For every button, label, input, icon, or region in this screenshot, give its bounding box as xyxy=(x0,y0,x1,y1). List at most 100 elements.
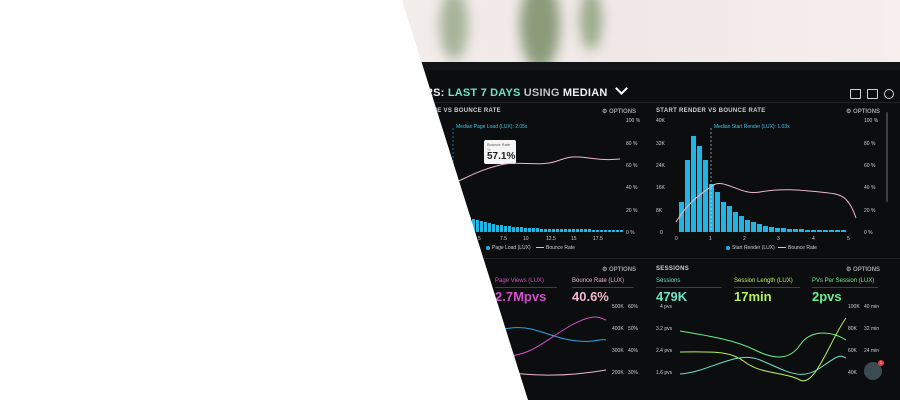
histogram-bar xyxy=(679,202,684,232)
histogram-bar xyxy=(496,225,499,232)
histogram-bar xyxy=(763,226,768,232)
x-tick: 17.5 xyxy=(593,236,603,242)
y-tick: 60% xyxy=(628,304,639,310)
right-histogram xyxy=(679,136,846,232)
histogram-bar xyxy=(829,230,834,232)
y-tick: 2.4 pvs xyxy=(656,348,673,354)
histogram-bar xyxy=(799,229,804,232)
legend-line: Bounce Rate xyxy=(778,245,817,251)
y-tick: 100 % xyxy=(626,118,641,124)
histogram-bar xyxy=(564,229,567,232)
histogram-bar xyxy=(568,229,571,232)
bounce-rate-line xyxy=(449,156,621,186)
help-icon[interactable] xyxy=(884,89,894,99)
y-tick: 32 min xyxy=(864,326,880,332)
y-tick: 8K xyxy=(656,208,663,214)
histogram-bar xyxy=(504,226,507,232)
histogram-bar xyxy=(576,229,579,232)
metric-underline xyxy=(812,287,878,288)
options-button[interactable]: OPTIONS xyxy=(602,266,636,273)
histogram-bar xyxy=(733,212,738,232)
y-tick: 16K xyxy=(656,185,665,191)
y-tick: 0 % xyxy=(626,230,635,236)
options-button[interactable]: OPTIONS xyxy=(602,108,636,115)
y-tick: 30% xyxy=(628,370,639,376)
histogram-bar xyxy=(476,220,479,232)
metric-label: Bounce Rate (LUX) xyxy=(572,278,625,284)
metric-value: 2.7Mpvs xyxy=(495,289,547,304)
top-icons xyxy=(850,89,894,99)
metric-value: 40.6% xyxy=(572,289,609,304)
histogram-bar xyxy=(500,225,503,232)
x-tick: 10 xyxy=(523,236,529,242)
metric-value: 2pvs xyxy=(812,289,842,304)
panel-title-left-top: IME VS BOUNCE RATE xyxy=(430,108,501,114)
y-tick: 40 % xyxy=(626,185,638,191)
y-tick: 60 % xyxy=(626,163,638,169)
bounce-rate-tooltip: Bounce Rate % 57.1% xyxy=(484,140,516,164)
dashboard-title[interactable]: RS: LAST 7 DAYS USING MEDIAN xyxy=(425,82,628,99)
histogram-bar xyxy=(793,229,798,232)
metric-underline xyxy=(656,287,722,288)
header-divider xyxy=(392,102,900,103)
histogram-bar xyxy=(484,222,487,232)
histogram-bar xyxy=(751,222,756,232)
scrollbar[interactable] xyxy=(886,112,888,202)
histogram-bar xyxy=(584,229,587,232)
panel-title-sessions: SESSIONS xyxy=(656,266,690,272)
y-tick: 300K xyxy=(612,348,624,354)
histogram-bar xyxy=(548,229,551,232)
histogram-bar xyxy=(588,229,591,232)
histogram-bar xyxy=(727,206,732,232)
y-tick: 500K xyxy=(612,304,624,310)
histogram-bar xyxy=(697,146,702,232)
x-tick: 1 xyxy=(709,236,712,242)
y-tick: 50% xyxy=(628,326,639,332)
histogram-bar xyxy=(536,228,539,232)
chat-launcher-icon[interactable] xyxy=(864,362,882,380)
histogram-bar xyxy=(841,230,846,232)
legend-bars: Page Load (LUX) xyxy=(486,245,531,251)
histogram-bar xyxy=(556,229,559,232)
histogram-bar xyxy=(480,221,483,232)
monitor-icon[interactable] xyxy=(850,89,861,99)
metric-value: 17min xyxy=(734,289,772,304)
histogram-bar xyxy=(616,230,619,232)
plant-leaf xyxy=(440,0,468,60)
y-tick: 200K xyxy=(612,370,624,376)
y-tick: 0 xyxy=(660,230,663,236)
histogram-bar xyxy=(516,227,519,232)
y-tick: 4 pvs xyxy=(660,304,672,310)
x-tick: 12.5 xyxy=(546,236,556,242)
plant-leaf xyxy=(520,0,560,70)
y-tick: 60K xyxy=(848,348,857,354)
y-tick: 20 % xyxy=(626,208,638,214)
histogram-bar xyxy=(715,192,720,232)
x-tick: 15 xyxy=(571,236,577,242)
metric-label: Page Views (LUX) xyxy=(495,278,544,284)
y-tick: 40K xyxy=(848,370,857,376)
histogram-bar xyxy=(488,223,491,232)
options-button[interactable]: OPTIONS xyxy=(846,266,880,273)
session-length-line xyxy=(679,317,847,382)
y-tick: 40% xyxy=(628,348,639,354)
histogram-bar xyxy=(787,229,792,232)
y-tick: 20 % xyxy=(864,208,876,214)
histogram-bar xyxy=(560,229,563,232)
image-icon[interactable] xyxy=(867,89,878,99)
metric-label: Sessions xyxy=(656,278,681,284)
page-views-line xyxy=(499,327,607,342)
histogram-bar xyxy=(745,220,750,232)
options-button[interactable]: OPTIONS xyxy=(846,108,880,115)
metric-underline xyxy=(495,287,557,288)
title-using: USING xyxy=(523,87,560,99)
y-tick: 80 % xyxy=(626,141,638,147)
bounce-rate-line xyxy=(675,183,857,223)
histogram-bar xyxy=(552,229,555,232)
histogram-bar xyxy=(524,228,527,232)
plant-leaf xyxy=(580,0,602,50)
histogram-bar xyxy=(739,216,744,232)
median-annotation: Median Start Render (LUX): 1.03s xyxy=(714,124,790,130)
histogram-bar xyxy=(823,230,828,232)
